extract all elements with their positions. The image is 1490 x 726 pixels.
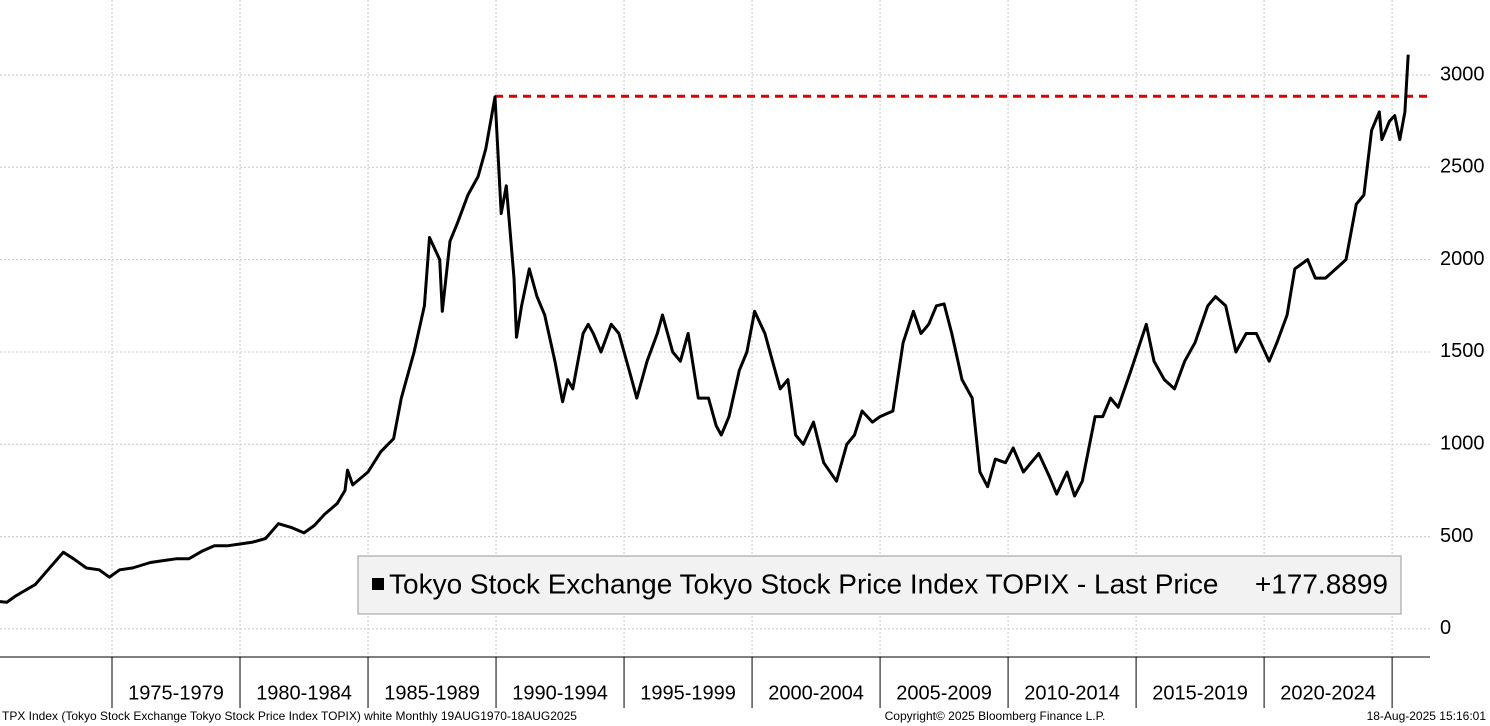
footer-right: 18-Aug-2025 15:16:01 (1367, 709, 1487, 723)
footer-left: TPX Index (Tokyo Stock Exchange Tokyo St… (2, 709, 577, 723)
price-line (0, 54, 1410, 604)
x-period-label: 1985-1989 (384, 682, 480, 704)
x-period-label: 2005-2009 (896, 682, 992, 704)
legend-label: Tokyo Stock Exchange Tokyo Stock Price I… (389, 568, 1219, 599)
x-period-label: 2000-2004 (768, 682, 864, 704)
legend-value: +177.8899 (1255, 568, 1388, 599)
legend-swatch (372, 578, 384, 590)
x-period-label: 2020-2024 (1280, 682, 1376, 704)
y-tick-label: 500 (1440, 525, 1473, 547)
y-tick-label: 1000 (1440, 433, 1485, 455)
legend-box (357, 555, 1402, 615)
x-period-label: 2010-2014 (1024, 682, 1120, 704)
x-period-label: 1995-1999 (640, 682, 736, 704)
x-period-label: 2015-2019 (1152, 682, 1248, 704)
footer-center: Copyright© 2025 Bloomberg Finance L.P. (885, 709, 1106, 723)
y-tick-label: 3000 (1440, 63, 1485, 85)
x-period-label: 1980-1984 (256, 682, 352, 704)
y-tick-label: 1500 (1440, 340, 1485, 362)
y-tick-label: 2500 (1440, 156, 1485, 178)
y-tick-label: 0 (1440, 617, 1451, 639)
x-period-label: 1990-1994 (512, 682, 608, 704)
x-period-label: 1975-1979 (128, 682, 224, 704)
y-tick-label: 2000 (1440, 248, 1485, 270)
